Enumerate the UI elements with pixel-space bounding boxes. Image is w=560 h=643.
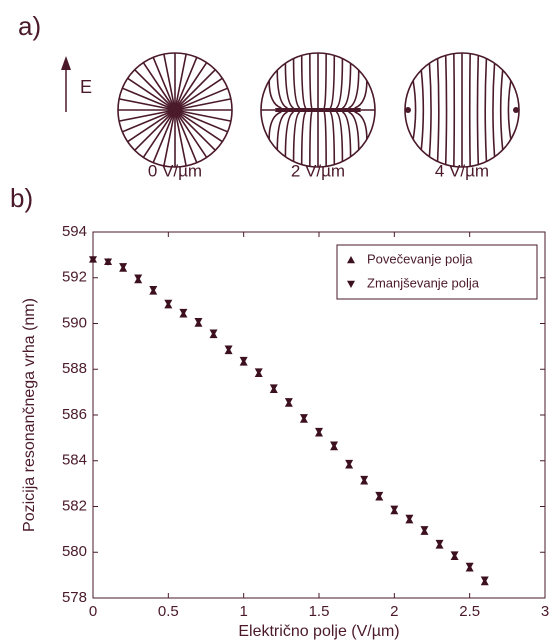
marker [466,563,474,570]
marker [405,515,413,522]
field-line [438,59,439,162]
marker [210,329,218,336]
marker [451,551,459,558]
marker [375,492,383,499]
marker [436,540,444,547]
center [171,106,179,114]
defect [405,107,411,113]
x-tick-label: 1 [239,603,247,620]
marker [225,345,233,352]
y-tick-label: 594 [62,223,87,240]
marker [240,357,248,364]
marker [270,384,278,391]
marker [285,398,293,405]
marker [360,476,368,483]
x-tick-label: 1.5 [309,603,330,620]
caption: 2 V/µm [291,161,345,180]
figure: a) E 0 V/µm 2 V/µm 4 V/µm b) Električno … [0,0,560,643]
marker [300,414,308,421]
caption: 0 V/µm [148,161,202,180]
field-line [421,70,423,150]
y-axis-title: Pozicija resonančnega vrha (nm) [21,298,38,532]
x-tick-label: 2 [390,603,398,620]
marker [164,300,172,307]
x-tick-label: 2.5 [459,603,480,620]
marker [134,275,142,282]
marker [149,286,157,293]
y-tick-label: 582 [62,497,87,514]
y-tick-label: 590 [62,314,87,331]
field-arrowhead [61,56,71,70]
marker [119,263,127,270]
marker [315,428,323,435]
field-line [485,59,486,162]
marker [390,506,398,513]
y-tick-label: 580 [62,543,87,560]
marker [345,460,353,467]
field-line [493,63,495,157]
marker [255,368,263,375]
legend-label: Zmanjševanje polja [367,275,480,290]
y-tick-label: 586 [62,406,87,423]
marker [420,526,428,533]
marker [179,309,187,316]
defect [513,107,519,113]
x-tick-label: 0 [89,603,97,620]
field-line [429,63,431,157]
caption: 4 V/µm [435,161,489,180]
field-line [413,81,415,140]
x-tick-label: 0.5 [158,603,179,620]
y-tick-label: 592 [62,269,87,286]
y-tick-label: 588 [62,360,87,377]
y-tick-label: 584 [62,452,87,469]
panel-label: b) [10,183,33,213]
legend-label: Povečevanje polja [367,251,473,266]
field-line [501,70,503,150]
field-line [508,81,510,140]
panel-label: a) [18,11,41,41]
field-diagrams [118,53,519,167]
marker [330,442,338,449]
marker [194,318,202,325]
field-label: E [80,77,92,97]
marker [481,577,489,584]
field-line [446,55,447,164]
y-tick-label: 578 [62,589,87,606]
field-line [477,55,478,164]
x-tick-label: 3 [541,603,549,620]
x-axis-title: Električno polje (V/µm) [238,623,399,640]
